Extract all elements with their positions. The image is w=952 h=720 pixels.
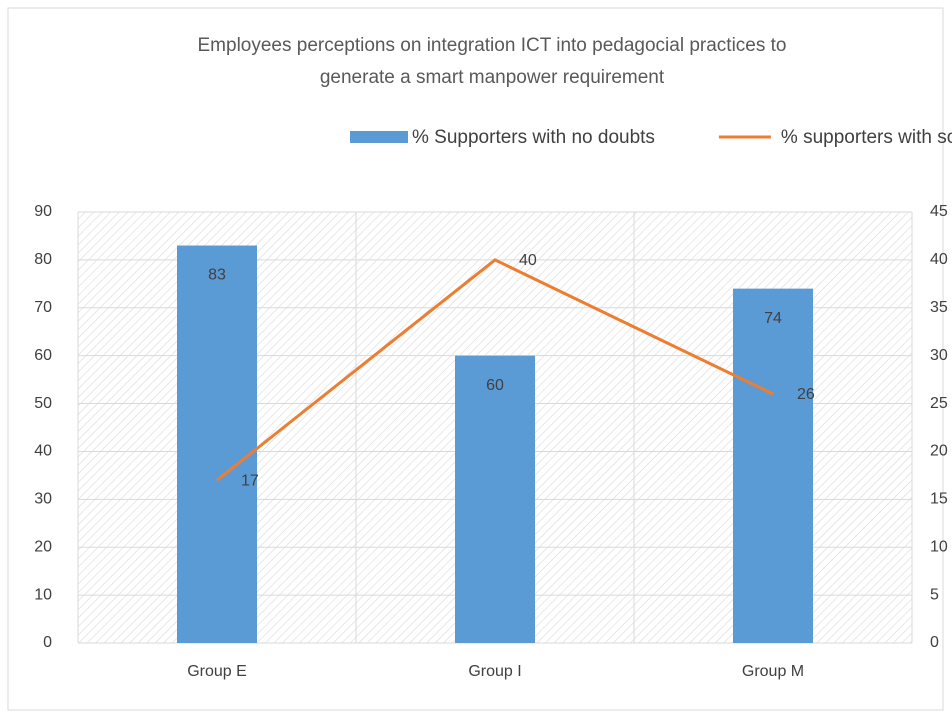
y-tick-label: 40 — [34, 443, 52, 460]
bar — [177, 245, 257, 643]
x-tick-label: Group I — [468, 663, 521, 680]
y-tick-label: 20 — [34, 538, 52, 555]
y-tick-label: 80 — [34, 251, 52, 268]
y2-tick-label: 30 — [930, 347, 948, 364]
y2-tick-label: 40 — [930, 251, 948, 268]
y-tick-label: 50 — [34, 395, 52, 412]
y-tick-label: 10 — [34, 586, 52, 603]
legend-swatch — [350, 131, 408, 143]
y2-tick-label: 10 — [930, 538, 948, 555]
y-tick-label: 60 — [34, 347, 52, 364]
y2-tick-label: 0 — [930, 634, 939, 651]
y2-tick-label: 20 — [930, 443, 948, 460]
x-tick-label: Group E — [187, 663, 247, 680]
y-tick-label: 70 — [34, 299, 52, 316]
data-label: 40 — [519, 252, 537, 269]
data-label: 74 — [764, 310, 782, 327]
y2-tick-label: 35 — [930, 299, 948, 316]
bar — [455, 355, 535, 643]
chart-title: Employees perceptions on integration ICT… — [197, 35, 787, 88]
y2-tick-label: 25 — [930, 395, 948, 412]
data-label: 83 — [208, 267, 226, 284]
y2-tick-label: 5 — [930, 586, 939, 603]
line — [216, 258, 774, 482]
legend-label: % supporters with some doubts — [781, 127, 952, 148]
data-label: 26 — [797, 386, 815, 403]
y-tick-label: 90 — [34, 203, 52, 220]
y-tick-label: 0 — [43, 634, 52, 651]
bar — [733, 288, 813, 643]
x-tick-label: Group M — [742, 663, 804, 680]
data-label: 17 — [241, 472, 259, 489]
y-tick-label: 30 — [34, 491, 52, 508]
data-label: 60 — [486, 377, 504, 394]
legend-label: % Supporters with no doubts — [412, 127, 655, 148]
y2-tick-label: 45 — [930, 203, 948, 220]
y2-tick-label: 15 — [930, 491, 948, 508]
